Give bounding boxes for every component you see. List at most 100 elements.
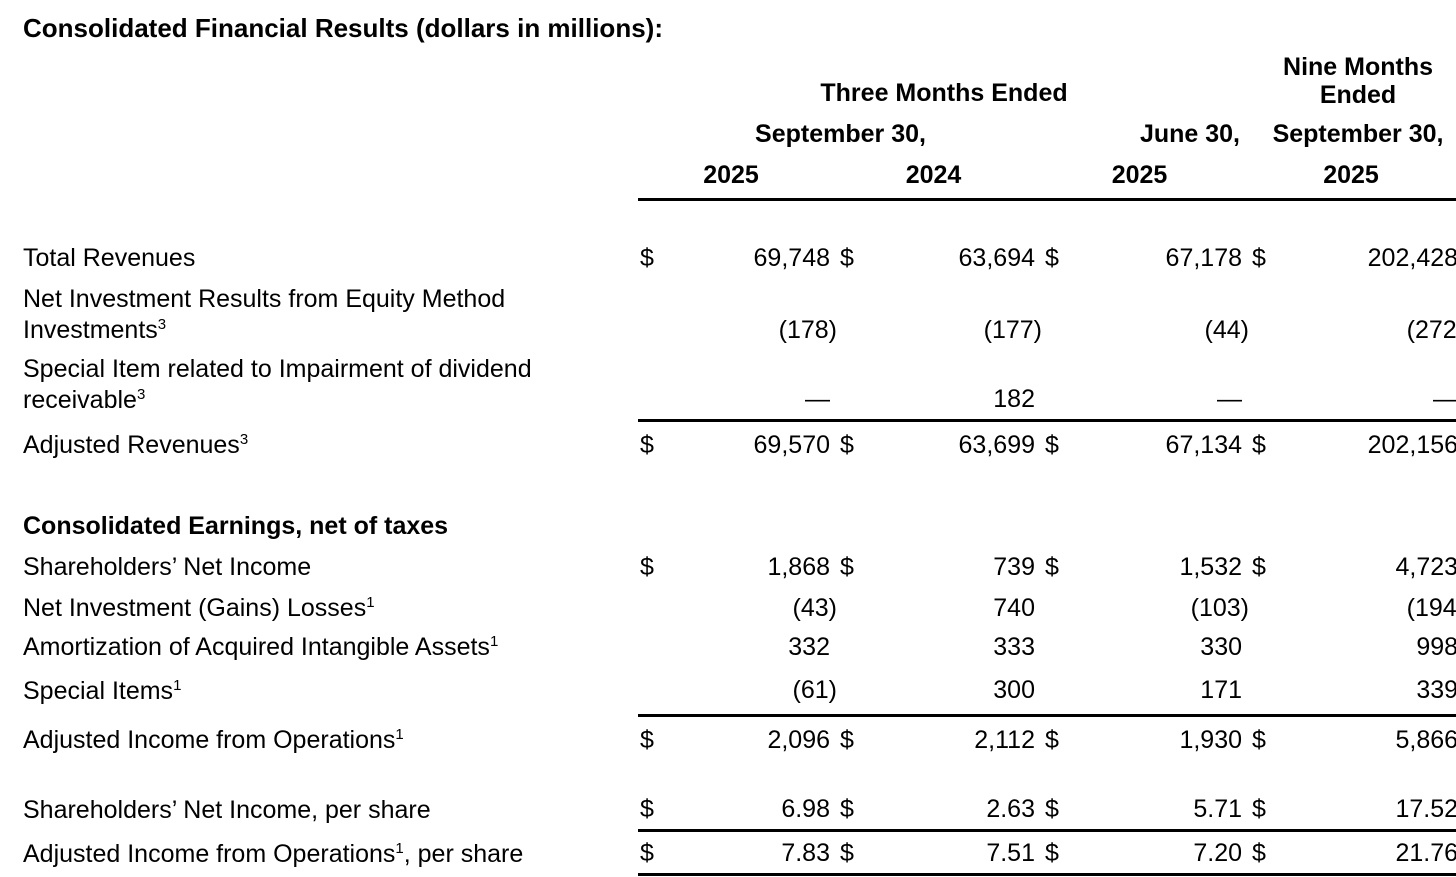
row-label: Special Item related to Impairment of di… [23, 350, 638, 420]
value-cell: 1,868 [767, 552, 830, 581]
row-label: Net Investment Results from Equity Metho… [23, 278, 638, 350]
table-row-total-revenues: Total Revenues $ 69,748 $ 63,694 $ 67,17… [23, 200, 1456, 279]
dollar-sign: $ [838, 418, 868, 465]
row-label-text: Total Revenues [23, 244, 196, 272]
value-cell: — [1217, 384, 1243, 413]
value-cell: 7.51 [868, 830, 1043, 876]
value-cell: (103) [1190, 593, 1250, 622]
label-superscript: 1 [395, 840, 404, 857]
value-cell: 202,428 [1367, 244, 1456, 272]
header-year-row: 2025 2024 2025 2025 [23, 154, 1456, 201]
dollar-sign: $ [1043, 418, 1073, 465]
dollar-sign: $ [1250, 789, 1281, 832]
header-year-col1: 2025 [638, 154, 838, 201]
dollar-sign: $ [638, 713, 668, 760]
dollar-cell-empty [1250, 350, 1280, 420]
row-label: Special Items1 [23, 667, 638, 716]
table-row-shareholders-net-income-per-share: Shareholders’ Net Income, per share $ 6.… [23, 789, 1456, 832]
value-cell: 7.83 [668, 830, 838, 876]
label-superscript: 3 [157, 316, 167, 333]
value-cell: 7.20 [1073, 830, 1251, 876]
value-cell: 300 [993, 675, 1035, 704]
dollar-sign: $ [1250, 713, 1281, 760]
row-label-text: Adjusted Income from Operations [23, 725, 396, 754]
value-cell: (177) [983, 316, 1042, 344]
dollar-sign: $ [838, 830, 868, 876]
section-row-consolidated-earnings: Consolidated Earnings, net of taxes [23, 505, 1456, 546]
value-cell: 2.63 [868, 789, 1043, 832]
row-label-suffix: , per share [403, 840, 524, 868]
value-cell: 332 [788, 632, 830, 661]
value-cell: 333 [993, 632, 1035, 661]
value-cell: 1,930 [1073, 713, 1251, 760]
header-june-30: June 30, [1139, 120, 1241, 148]
value-cell: 1,532 [1179, 552, 1243, 581]
table-row-shareholders-net-income: Shareholders’ Net Income $ 1,868 $ 739 $… [23, 546, 1456, 587]
header-september-30-left: September 30, [755, 120, 926, 148]
label-superscript: 1 [173, 677, 182, 694]
value-cell: 17.52 [1280, 789, 1456, 832]
dollar-sign: $ [838, 713, 868, 760]
value-cell: 330 [1200, 632, 1243, 661]
value-cell: 202,156 [1280, 418, 1456, 465]
value-cell: 998 [1416, 632, 1456, 661]
table-row-special-items: Special Items1 (61) 300 171 339 [23, 667, 1456, 716]
row-label: Adjusted Revenues3 [23, 420, 638, 465]
dollar-cell-empty [638, 278, 668, 350]
row-label: Amortization of Acquired Intangible Asse… [23, 628, 638, 667]
table-row-net-investment-results: Net Investment Results from Equity Metho… [23, 278, 1456, 350]
dollar-cell-empty [1043, 587, 1073, 628]
dollar-sign: $ [1043, 713, 1073, 760]
label-superscript: 1 [395, 725, 404, 743]
row-label: Total Revenues [23, 200, 638, 279]
dollar-cell-empty [1250, 587, 1280, 628]
dollar-cell-empty [838, 628, 868, 667]
dollar-sign: $ [1045, 244, 1059, 272]
table-row-adjusted-income-operations: Adjusted Income from Operations1 $ 2,096… [23, 713, 1456, 760]
label-superscript: 3 [136, 386, 146, 403]
row-label: Adjusted Income from Operations1 [23, 715, 638, 760]
dollar-sign: $ [638, 789, 668, 832]
value-cell: 67,178 [1165, 244, 1243, 272]
spacer-cell [23, 465, 1456, 505]
header-september-30-right: September 30, [1272, 120, 1444, 148]
row-label-text: Shareholders’ Net Income, per share [23, 796, 431, 824]
dollar-cell-empty [638, 350, 668, 420]
dollar-cell-empty [1250, 278, 1280, 350]
dollar-sign: $ [1250, 830, 1281, 876]
header-spacer [23, 154, 638, 200]
header-spacer [23, 47, 638, 113]
table-row-adjusted-income-operations-per-share: Adjusted Income from Operations1, per sh… [23, 830, 1456, 876]
dollar-cell-empty [838, 278, 868, 350]
value-cell: (44) [1204, 316, 1250, 344]
value-cell: 69,748 [753, 244, 830, 272]
spacer-row [23, 465, 1456, 505]
page-title: Consolidated Financial Results (dollars … [23, 13, 663, 43]
value-cell: 5.71 [1073, 789, 1251, 832]
row-label: Adjusted Income from Operations1, per sh… [23, 830, 638, 874]
dollar-sign: $ [638, 830, 668, 876]
header-date-row: September 30, June 30, September 30, [23, 113, 1456, 154]
header-spacer [23, 113, 638, 154]
dollar-sign: $ [1252, 244, 1266, 272]
dollar-cell-empty [1250, 667, 1280, 716]
financial-results-table: Three Months Ended Nine Months Ended Sep… [23, 47, 1456, 876]
value-cell: 63,699 [868, 418, 1043, 465]
value-cell: 67,134 [1073, 418, 1251, 465]
dollar-sign: $ [1043, 830, 1073, 876]
value-cell: 182 [993, 384, 1035, 413]
value-cell: 2,096 [668, 713, 838, 760]
value-cell: 69,570 [668, 418, 838, 465]
row-label-text: Shareholders’ Net Income [23, 552, 312, 581]
dollar-cell-empty [838, 667, 868, 716]
dollar-sign: $ [838, 789, 868, 832]
value-cell: 6.98 [668, 789, 838, 832]
header-three-months-ended: Three Months Ended [820, 79, 1068, 107]
header-year-col3: 2025 [1043, 154, 1251, 201]
dollar-sign: $ [638, 418, 668, 465]
value-cell: (178) [778, 316, 837, 344]
value-cell: 2,112 [868, 713, 1043, 760]
header-nine-months-ended: Nine Months Ended [1283, 53, 1434, 109]
dollar-cell-empty [1043, 278, 1073, 350]
